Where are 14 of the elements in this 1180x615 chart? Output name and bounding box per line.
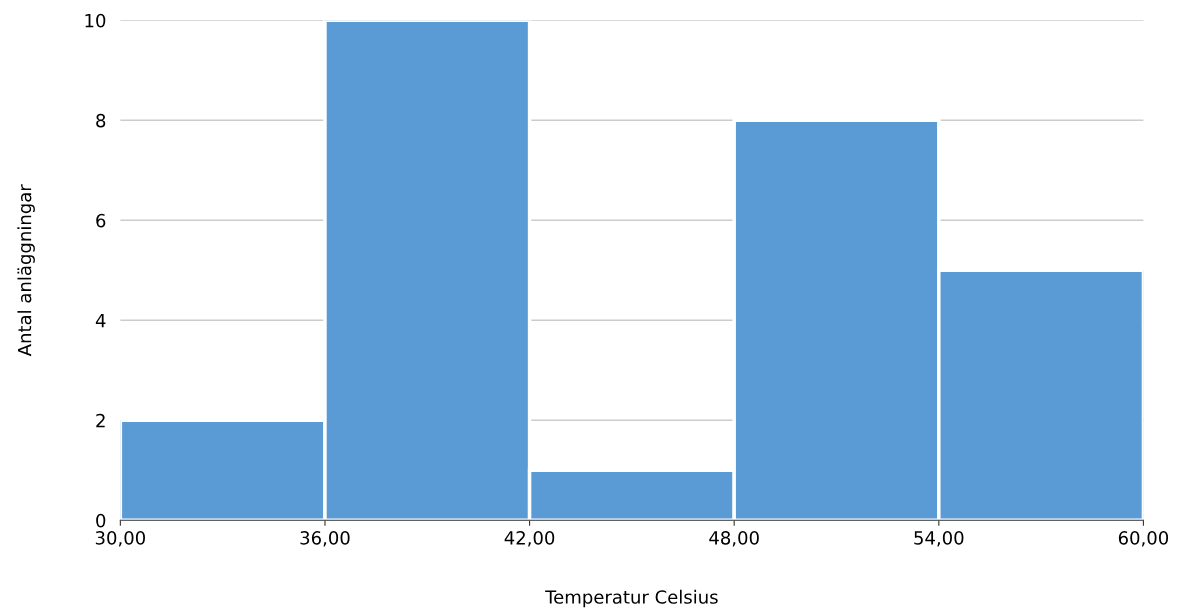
y-tick-label: 6 xyxy=(96,213,106,228)
y-tick-label: 10 xyxy=(85,13,106,28)
x-axis-title: Temperatur Celsius xyxy=(545,589,718,608)
x-tick-label: 60,00 xyxy=(1118,531,1169,547)
y-tick-label: 8 xyxy=(96,113,106,128)
x-tick-label: 30,00 xyxy=(95,531,146,547)
x-tick-label: 48,00 xyxy=(709,531,759,547)
x-tick-label: 36,00 xyxy=(300,531,350,547)
y-axis-title: Antal anläggningar xyxy=(17,184,35,357)
x-tick-label: 42,00 xyxy=(504,531,555,547)
y-tick-label: 0 xyxy=(96,513,106,528)
x-tick-label: 54,00 xyxy=(914,531,964,547)
y-tick-label: 4 xyxy=(95,313,106,328)
y-tick-label: 2 xyxy=(96,413,105,428)
